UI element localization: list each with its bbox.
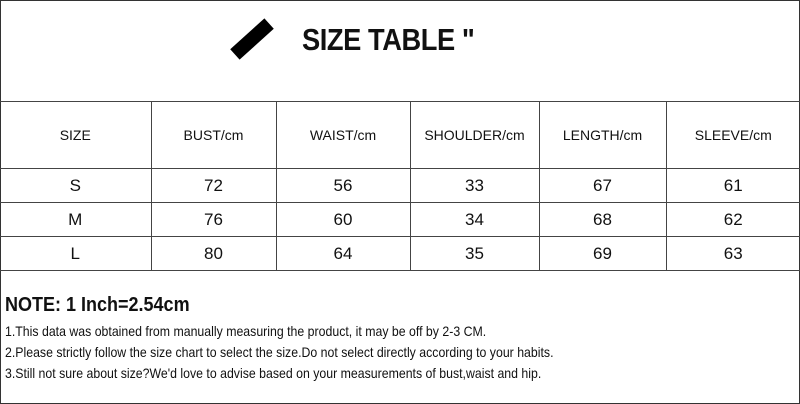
notes-section: NOTE: 1 Inch=2.54cm 1.This data was obta…: [5, 294, 628, 384]
header-cell: SHOULDER/cm: [409, 101, 540, 169]
table-cell: 80: [150, 236, 277, 271]
note-line: 2.Please strictly follow the size chart …: [5, 344, 554, 360]
size-table: SIZE BUST/cm WAIST/cm SHOULDER/cm LENGTH…: [0, 101, 800, 271]
table-cell: 68: [538, 202, 667, 237]
header-cell: SLEEVE/cm: [665, 101, 800, 169]
table-cell: 60: [275, 202, 411, 237]
table-cell: 69: [538, 236, 667, 271]
table-cell: 33: [409, 168, 540, 203]
header-cell: LENGTH/cm: [538, 101, 667, 169]
note-title: NOTE: 1 Inch=2.54cm: [5, 294, 190, 316]
table-cell: 62: [665, 202, 800, 237]
header-cell: BUST/cm: [150, 101, 277, 169]
table-cell: 35: [409, 236, 540, 271]
table-cell: 56: [275, 168, 411, 203]
table-row: L 80 64 35 69 63: [0, 236, 800, 271]
table-cell: 67: [538, 168, 667, 203]
table-cell: 34: [409, 202, 540, 237]
table-header-row: SIZE BUST/cm WAIST/cm SHOULDER/cm LENGTH…: [0, 101, 800, 169]
table-row: S 72 56 33 67 61: [0, 168, 800, 203]
header-cell: SIZE: [0, 101, 152, 169]
header-cell: WAIST/cm: [275, 101, 411, 169]
table-cell: 76: [150, 202, 277, 237]
table-cell: 61: [665, 168, 800, 203]
table-cell: M: [0, 202, 152, 237]
slash-decoration-icon: [230, 18, 274, 60]
table-cell: S: [0, 168, 152, 203]
table-cell: 72: [150, 168, 277, 203]
page-title: SIZE TABLE ": [302, 22, 475, 57]
table-row: M 76 60 34 68 62: [0, 202, 800, 237]
table-cell: 64: [275, 236, 411, 271]
title-area: SIZE TABLE ": [0, 0, 800, 101]
note-line: 1.This data was obtained from manually m…: [5, 323, 487, 339]
table-cell: 63: [665, 236, 800, 271]
table-cell: L: [0, 236, 152, 271]
note-line: 3.Still not sure about size?We'd love to…: [5, 365, 542, 381]
